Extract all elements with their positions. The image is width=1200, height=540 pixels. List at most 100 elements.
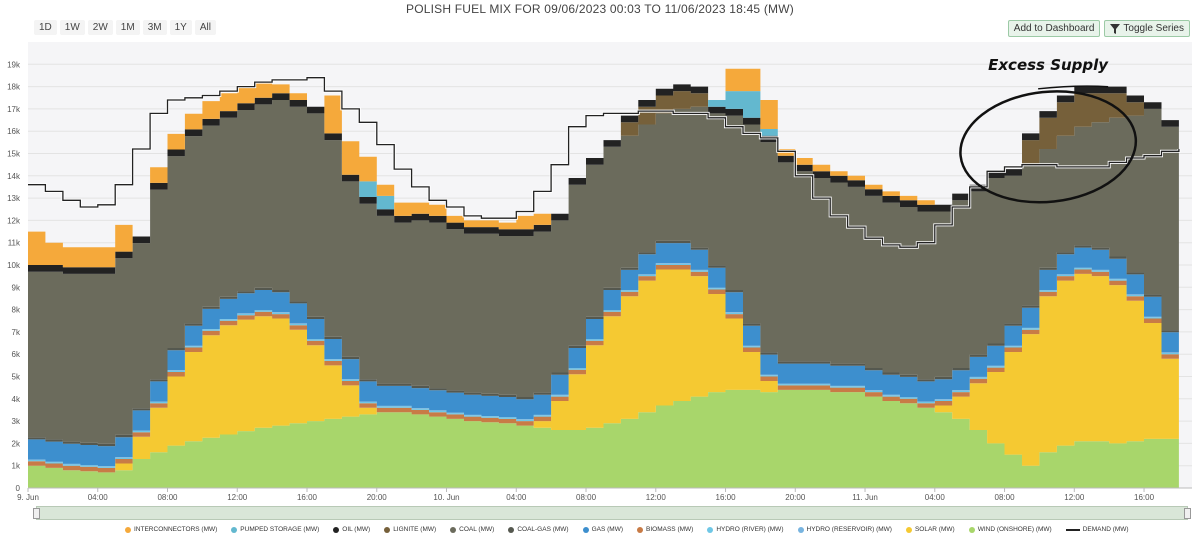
legend-marker [582,526,589,533]
toggle-series-label: Toggle Series [1123,23,1184,34]
legend-marker [797,526,804,533]
add-to-dashboard-button[interactable]: Add to Dashboard [1007,20,1101,37]
legend-marker [707,526,714,533]
y-tick-label: 11k [8,239,21,248]
legend-item[interactable]: WIND (ONSHORE) (MW) [968,526,1052,533]
x-tick-label: 16:00 [716,493,737,502]
x-tick-label: 08:00 [995,493,1016,502]
excess-supply-label: Excess Supply [988,56,1109,74]
x-tick-label: 11. Jun [852,493,878,502]
legend-label: COAL-GAS (MW) [517,526,569,533]
x-tick-label: 16:00 [297,493,318,502]
legend-marker [1065,528,1080,531]
legend-marker [508,526,515,533]
legend-marker [637,526,644,533]
x-tick-label: 20:00 [367,493,388,502]
range-all-button[interactable]: All [194,20,216,35]
y-tick-label: 0 [16,484,21,493]
excess-supply-ellipse [959,90,1138,204]
legend-label: PUMPED STORAGE (MW) [240,526,320,533]
chart-legend: INTERCONNECTORS (MW) PUMPED STORAGE (MW) O… [125,526,1129,533]
area-solar-mw [28,269,1179,473]
legend-item[interactable]: COAL (MW) [450,526,494,533]
x-tick-label: 04:00 [506,493,527,502]
range-3m-button[interactable]: 3M [142,20,167,35]
area-gas-mw [28,243,1179,467]
legend-item[interactable]: HYDRO (RIVER) (MW) [707,526,784,533]
legend-label: BIOMASS (MW) [646,526,694,533]
area-coal-mw [28,100,1179,444]
legend-item[interactable]: OIL (MW) [333,526,370,533]
chart-toolbar: Add to Dashboard Toggle Series [1007,20,1190,37]
y-tick-label: 2k [12,439,21,448]
navigator-right-handle[interactable] [1184,508,1191,519]
add-to-dashboard-label: Add to Dashboard [1013,23,1095,34]
range-2w-button[interactable]: 2W [87,20,113,35]
legend-item[interactable]: COAL-GAS (MW) [508,526,569,533]
x-tick-label: 10. Jun [433,493,459,502]
legend-item[interactable]: BIOMASS (MW) [637,526,693,533]
y-tick-label: 3k [12,417,21,426]
y-tick-label: 17k [7,105,21,114]
legend-label: HYDRO (RESERVOIR) (MW) [806,526,892,533]
x-tick-label: 04:00 [925,493,946,502]
legend-marker [968,526,975,533]
legend-label: COAL (MW) [459,526,495,533]
legend-marker [905,526,912,533]
legend-marker [450,526,457,533]
legend-label: GAS (MW) [591,526,624,533]
toggle-series-button[interactable]: Toggle Series [1104,20,1190,37]
excess-supply-stroke [1038,85,1109,90]
y-tick-label: 18k [7,83,21,92]
legend-label: WIND (ONSHORE) (MW) [977,526,1052,533]
legend-marker [125,526,131,533]
legend-marker [384,526,391,533]
time-navigator[interactable] [33,506,1191,520]
y-tick-label: 16k [7,127,21,136]
x-tick-label: 20:00 [785,493,806,502]
range-1m-button[interactable]: 1M [115,20,140,35]
legend-label: OIL (MW) [342,526,371,533]
range-1d-button[interactable]: 1D [34,20,57,35]
legend-marker [333,526,340,533]
y-tick-label: 13k [7,194,21,203]
y-tick-label: 12k [7,216,21,225]
chart-title: POLISH FUEL MIX FOR 09/06/2023 00:03 TO … [406,2,794,16]
legend-item[interactable]: DEMAND (MW) [1065,526,1129,533]
range-1w-button[interactable]: 1W [59,20,85,35]
filter-icon [1110,23,1121,34]
y-tick-label: 19k [7,60,21,69]
y-tick-label: 14k [7,172,21,181]
y-tick-label: 10k [7,261,21,270]
y-tick-label: 4k [12,395,21,404]
legend-label: INTERCONNECTORS (MW) [134,526,218,533]
legend-item[interactable]: GAS (MW) [582,526,624,533]
legend-label: LIGNITE (MW) [393,526,437,533]
x-tick-label: 08:00 [576,493,597,502]
range-selector: 1D 1W 2W 1M 3M 1Y All [34,20,219,35]
legend-item[interactable]: PUMPED STORAGE (MW) [231,526,319,533]
area-wind-onshore-mw [28,389,1179,488]
y-tick-label: 8k [12,306,21,315]
x-tick-label: 12:00 [646,493,667,502]
legend-item[interactable]: LIGNITE (MW) [384,526,436,533]
y-tick-label: 7k [12,328,21,337]
x-tick-label: 12:00 [1064,493,1085,502]
y-tick-label: 6k [12,350,21,359]
x-tick-label: 08:00 [157,493,178,502]
legend-label: DEMAND (MW) [1082,526,1129,533]
demand-line [28,77,1180,248]
area-lignite-mw [28,91,1179,274]
x-tick-label: 04:00 [88,493,109,502]
legend-item[interactable]: INTERCONNECTORS (MW) [125,526,217,533]
legend-item[interactable]: HYDRO (RESERVOIR) (MW) [797,526,892,533]
x-tick-label: 16:00 [1134,493,1155,502]
y-tick-label: 15k [7,150,21,159]
y-tick-label: 5k [12,373,21,382]
range-1y-button[interactable]: 1Y [169,20,192,35]
legend-item[interactable]: SOLAR (MW) [905,526,955,533]
legend-label: HYDRO (RIVER) (MW) [716,526,784,533]
legend-label: SOLAR (MW) [914,526,955,533]
navigator-left-handle[interactable] [33,508,40,519]
